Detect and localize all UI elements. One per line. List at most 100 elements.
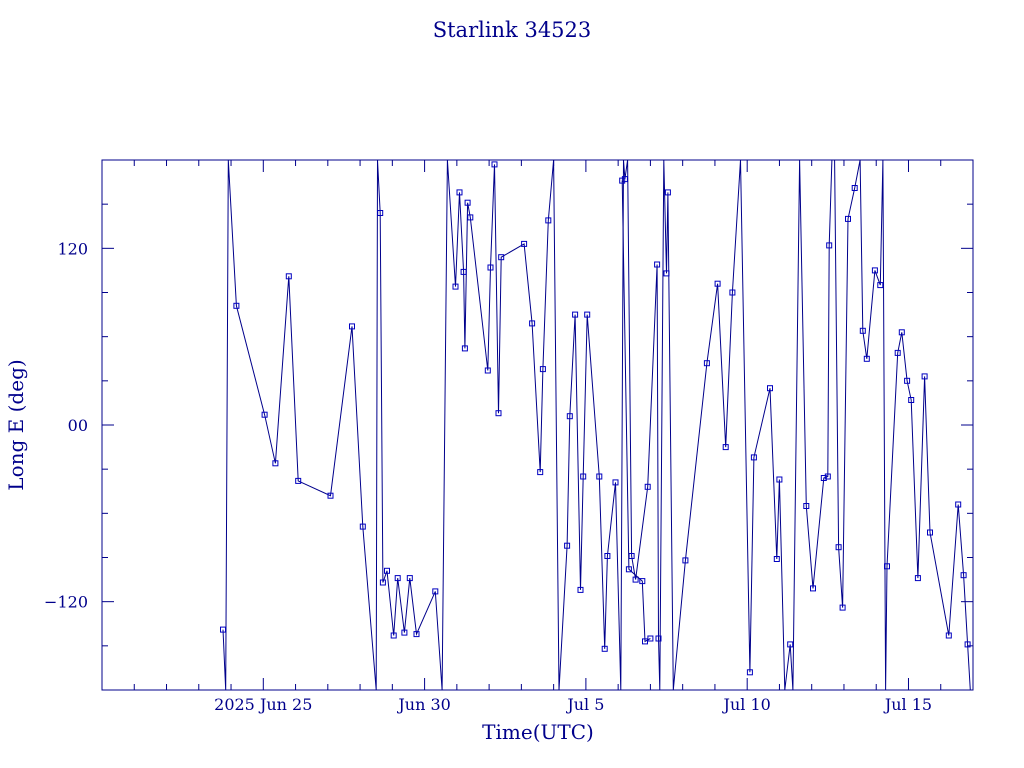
data-point — [682, 557, 689, 564]
data-point — [379, 579, 386, 586]
data-series — [220, 159, 971, 691]
data-point — [359, 523, 366, 530]
data-point — [484, 367, 491, 374]
data-point — [904, 377, 911, 384]
data-point — [401, 629, 408, 636]
data-point — [663, 270, 670, 277]
data-point — [452, 283, 459, 290]
data-point — [539, 366, 546, 373]
data-point — [845, 215, 851, 222]
data-point — [767, 385, 773, 392]
data-point — [773, 556, 780, 562]
data-point — [537, 469, 544, 476]
data-point — [564, 542, 571, 549]
data-point — [295, 477, 302, 484]
data-point — [612, 479, 619, 486]
data-point — [572, 311, 579, 318]
x-axis-title: Time(UTC) — [482, 720, 594, 744]
data-point — [955, 501, 962, 508]
data-point — [703, 360, 710, 367]
data-point — [220, 626, 226, 633]
y-tick-label: −120 — [44, 593, 88, 612]
data-point — [859, 327, 866, 334]
data-point — [580, 473, 587, 480]
data-point — [566, 413, 573, 420]
data-point — [456, 189, 463, 196]
data-point — [285, 273, 292, 280]
y-tick-label: 00 — [68, 416, 88, 435]
x-tick-label: Jul 5 — [565, 695, 604, 714]
data-point — [406, 575, 413, 582]
data-point — [625, 566, 632, 573]
data-point — [584, 311, 591, 318]
data-point — [820, 475, 827, 481]
data-point — [632, 576, 639, 583]
data-point — [921, 373, 928, 380]
data-point — [377, 210, 384, 216]
data-point — [714, 280, 721, 287]
x-tick-label: Jul 10 — [722, 695, 771, 714]
data-point — [521, 240, 528, 247]
data-point — [545, 217, 552, 224]
data-point — [461, 345, 468, 352]
data-point — [824, 473, 831, 480]
data-point — [432, 588, 439, 595]
data-point — [898, 329, 905, 336]
data-point — [487, 264, 494, 271]
data-point — [826, 242, 833, 249]
chart-title: Starlink 34523 — [433, 18, 592, 42]
data-point — [914, 575, 921, 582]
data-point — [647, 635, 654, 642]
data-point — [639, 578, 646, 585]
data-point — [272, 460, 279, 467]
data-point — [596, 473, 603, 480]
data-point — [394, 575, 401, 582]
x-tick-label: Jul 15 — [883, 695, 932, 714]
data-point — [776, 476, 783, 483]
data-point — [927, 529, 933, 536]
data-point — [851, 185, 858, 191]
y-tick-label: 120 — [57, 239, 88, 258]
data-point — [787, 641, 794, 648]
data-point — [871, 267, 878, 274]
data-point — [803, 503, 810, 509]
data-point — [577, 586, 584, 593]
x-tick-label: 2025 Jun 25 — [214, 695, 312, 714]
data-point — [349, 323, 355, 330]
data-point — [413, 631, 420, 638]
series-line — [222, 159, 971, 691]
data-point — [877, 282, 884, 289]
data-point — [601, 645, 608, 652]
data-point — [835, 544, 842, 551]
x-tick-label: Jun 30 — [396, 695, 450, 714]
data-point — [491, 161, 498, 168]
data-point — [863, 355, 870, 362]
data-point — [529, 320, 536, 327]
axis-tick-labels: 2025 Jun 25 Jun 30 Jul 5 Jul 10 Jul 15 120 00 −… — [44, 239, 932, 714]
data-point — [495, 410, 502, 417]
data-point — [945, 632, 952, 639]
data-point — [604, 553, 611, 559]
axis-ticks — [102, 160, 973, 690]
data-point — [460, 268, 467, 275]
data-point — [729, 289, 736, 296]
data-point — [750, 454, 757, 461]
data-point — [467, 214, 474, 221]
data-point — [746, 669, 753, 676]
data-point — [619, 177, 626, 184]
data-point — [384, 567, 390, 574]
data-point — [390, 632, 397, 639]
data-point — [722, 444, 729, 451]
data-point — [810, 585, 816, 592]
data-point — [839, 604, 846, 611]
data-point — [655, 635, 662, 642]
data-point — [464, 199, 471, 206]
data-point — [654, 261, 661, 268]
data-point — [960, 572, 967, 579]
data-point — [261, 411, 268, 418]
data-point — [498, 254, 505, 261]
data-point — [233, 302, 240, 309]
data-point — [884, 563, 890, 570]
data-point — [908, 397, 915, 403]
